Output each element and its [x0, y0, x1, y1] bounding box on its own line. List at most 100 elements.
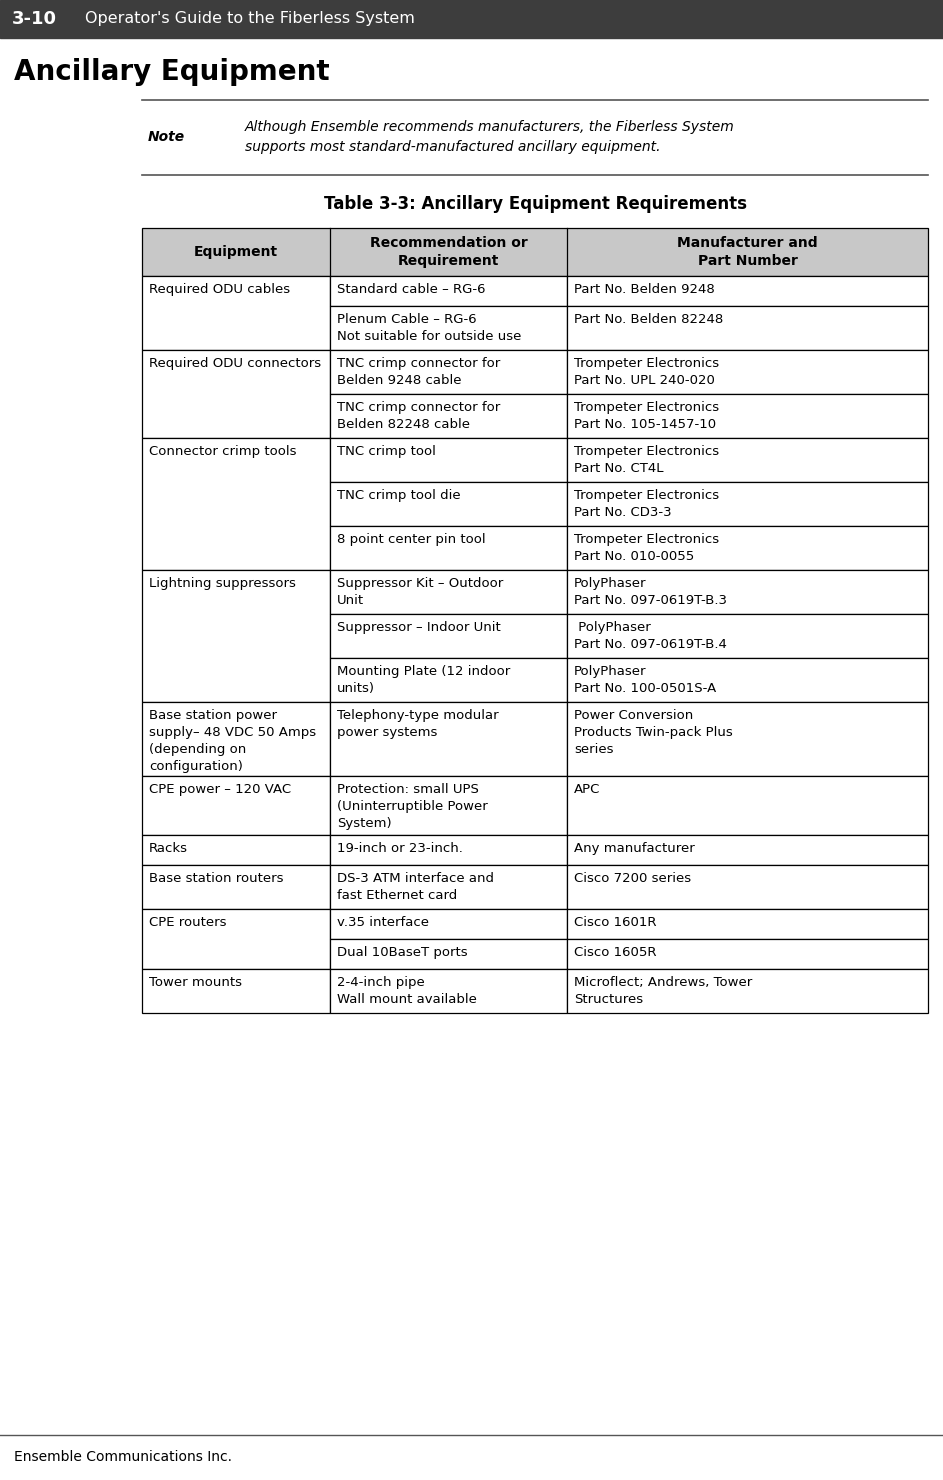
Text: Trompeter Electronics
Part No. CD3-3: Trompeter Electronics Part No. CD3-3 — [574, 488, 720, 519]
Bar — [330, 776, 567, 835]
Bar — [567, 570, 928, 614]
Bar — [567, 275, 928, 306]
Text: Equipment: Equipment — [194, 246, 278, 259]
Text: TNC crimp connector for
Belden 9248 cable: TNC crimp connector for Belden 9248 cabl… — [337, 357, 500, 386]
Text: PolyPhaser
Part No. 097-0619T-B.4: PolyPhaser Part No. 097-0619T-B.4 — [574, 622, 727, 651]
Text: PolyPhaser
Part No. 100-0501S-A: PolyPhaser Part No. 100-0501S-A — [574, 665, 717, 696]
Text: CPE power – 120 VAC: CPE power – 120 VAC — [149, 783, 291, 796]
Bar — [567, 614, 928, 659]
Text: Power Conversion
Products Twin-pack Plus
series: Power Conversion Products Twin-pack Plus… — [574, 709, 733, 756]
Bar — [567, 864, 928, 909]
Text: Connector crimp tools: Connector crimp tools — [149, 445, 296, 457]
Bar — [567, 776, 928, 835]
Bar — [330, 349, 567, 394]
Bar — [567, 835, 928, 864]
Bar — [142, 228, 928, 275]
Bar — [330, 394, 567, 438]
Text: Table 3-3: Ancillary Equipment Requirements: Table 3-3: Ancillary Equipment Requireme… — [323, 195, 747, 213]
Bar — [0, 0, 943, 38]
Bar — [142, 570, 330, 702]
Text: Ensemble Communications Inc.: Ensemble Communications Inc. — [14, 1450, 232, 1464]
Text: Manufacturer and
Part Number: Manufacturer and Part Number — [677, 235, 818, 268]
Bar — [142, 702, 330, 776]
Text: TNC crimp connector for
Belden 82248 cable: TNC crimp connector for Belden 82248 cab… — [337, 401, 500, 431]
Text: TNC crimp tool die: TNC crimp tool die — [337, 488, 460, 502]
Text: Part No. Belden 82248: Part No. Belden 82248 — [574, 312, 723, 326]
Bar — [330, 835, 567, 864]
Bar — [330, 938, 567, 969]
Text: Racks: Racks — [149, 842, 188, 855]
Bar — [330, 525, 567, 570]
Bar — [567, 349, 928, 394]
Text: Required ODU cables: Required ODU cables — [149, 283, 290, 296]
Text: Cisco 1605R: Cisco 1605R — [574, 946, 656, 959]
Bar — [330, 306, 567, 349]
Bar — [330, 482, 567, 525]
Text: Base station routers: Base station routers — [149, 872, 284, 885]
Bar — [142, 864, 330, 909]
Bar — [567, 394, 928, 438]
Text: Microflect; Andrews, Tower
Structures: Microflect; Andrews, Tower Structures — [574, 975, 753, 1006]
Text: Dual 10BaseT ports: Dual 10BaseT ports — [337, 946, 468, 959]
Bar — [330, 702, 567, 776]
Text: Standard cable – RG-6: Standard cable – RG-6 — [337, 283, 486, 296]
Bar — [142, 275, 330, 349]
Text: Although Ensemble recommends manufacturers, the Fiberless System
supports most s: Although Ensemble recommends manufacture… — [245, 120, 735, 154]
Bar — [142, 835, 330, 864]
Text: TNC crimp tool: TNC crimp tool — [337, 445, 436, 457]
Text: Any manufacturer: Any manufacturer — [574, 842, 695, 855]
Text: Trompeter Electronics
Part No. UPL 240-020: Trompeter Electronics Part No. UPL 240-0… — [574, 357, 720, 386]
Text: DS-3 ATM interface and
fast Ethernet card: DS-3 ATM interface and fast Ethernet car… — [337, 872, 494, 901]
Bar — [142, 776, 330, 835]
Text: Mounting Plate (12 indoor
units): Mounting Plate (12 indoor units) — [337, 665, 510, 696]
Text: Base station power
supply– 48 VDC 50 Amps
(depending on
configuration): Base station power supply– 48 VDC 50 Amp… — [149, 709, 316, 773]
Text: Trompeter Electronics
Part No. 010-0055: Trompeter Electronics Part No. 010-0055 — [574, 533, 720, 562]
Text: 8 point center pin tool: 8 point center pin tool — [337, 533, 486, 546]
Bar — [142, 909, 330, 969]
Text: v.35 interface: v.35 interface — [337, 916, 429, 929]
Bar — [567, 702, 928, 776]
Bar — [567, 306, 928, 349]
Text: 3-10: 3-10 — [12, 10, 57, 28]
Text: Recommendation or
Requirement: Recommendation or Requirement — [370, 235, 527, 268]
Bar — [330, 659, 567, 702]
Text: Trompeter Electronics
Part No. 105-1457-10: Trompeter Electronics Part No. 105-1457-… — [574, 401, 720, 431]
Text: CPE routers: CPE routers — [149, 916, 226, 929]
Bar — [142, 969, 330, 1012]
Text: Ancillary Equipment: Ancillary Equipment — [14, 58, 330, 86]
Text: Suppressor Kit – Outdoor
Unit: Suppressor Kit – Outdoor Unit — [337, 577, 504, 607]
Text: Suppressor – Indoor Unit: Suppressor – Indoor Unit — [337, 622, 501, 633]
Bar — [142, 438, 330, 570]
Text: Note: Note — [148, 130, 185, 144]
Bar — [567, 482, 928, 525]
Text: PolyPhaser
Part No. 097-0619T-B.3: PolyPhaser Part No. 097-0619T-B.3 — [574, 577, 727, 607]
Bar — [567, 525, 928, 570]
Bar — [330, 969, 567, 1012]
Text: Operator's Guide to the Fiberless System: Operator's Guide to the Fiberless System — [85, 12, 415, 27]
Text: Telephony-type modular
power systems: Telephony-type modular power systems — [337, 709, 499, 739]
Bar — [142, 349, 330, 438]
Bar — [330, 438, 567, 482]
Text: Plenum Cable – RG-6
Not suitable for outside use: Plenum Cable – RG-6 Not suitable for out… — [337, 312, 521, 343]
Text: APC: APC — [574, 783, 601, 796]
Bar — [330, 614, 567, 659]
Bar — [330, 570, 567, 614]
Text: 19-inch or 23-inch.: 19-inch or 23-inch. — [337, 842, 463, 855]
Text: Protection: small UPS
(Uninterruptible Power
System): Protection: small UPS (Uninterruptible P… — [337, 783, 488, 830]
Text: Trompeter Electronics
Part No. CT4L: Trompeter Electronics Part No. CT4L — [574, 445, 720, 475]
Text: Tower mounts: Tower mounts — [149, 975, 242, 989]
Bar — [567, 659, 928, 702]
Bar — [567, 909, 928, 938]
Bar — [567, 969, 928, 1012]
Text: Cisco 1601R: Cisco 1601R — [574, 916, 656, 929]
Bar — [567, 438, 928, 482]
Bar — [330, 864, 567, 909]
Text: 2-4-inch pipe
Wall mount available: 2-4-inch pipe Wall mount available — [337, 975, 477, 1006]
Bar — [330, 275, 567, 306]
Bar — [330, 909, 567, 938]
Text: Cisco 7200 series: Cisco 7200 series — [574, 872, 691, 885]
Bar — [567, 938, 928, 969]
Text: Part No. Belden 9248: Part No. Belden 9248 — [574, 283, 715, 296]
Text: Required ODU connectors: Required ODU connectors — [149, 357, 322, 370]
Text: Lightning suppressors: Lightning suppressors — [149, 577, 296, 591]
